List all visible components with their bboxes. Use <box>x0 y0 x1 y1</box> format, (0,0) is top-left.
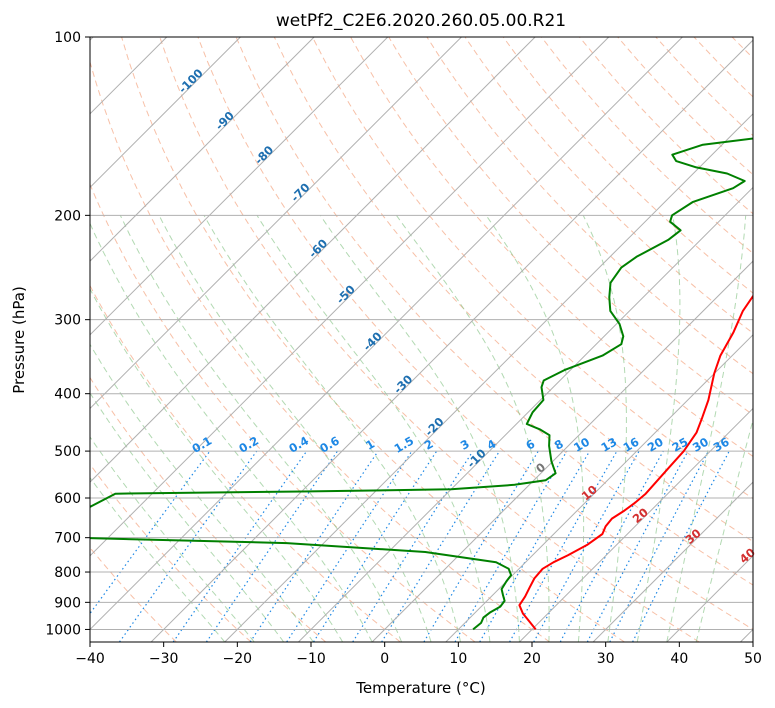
x-tick-label: 20 <box>523 651 541 667</box>
moist-adiabat <box>90 287 344 642</box>
x-tick-label: 30 <box>597 651 615 667</box>
moist-adiabat <box>582 215 627 642</box>
y-tick-label: 700 <box>54 531 81 547</box>
dry-adiabat <box>502 37 753 294</box>
temperature-profile-line <box>518 294 753 631</box>
moist-adiabat <box>203 215 461 642</box>
isotherm <box>90 37 241 189</box>
dry-adiabat <box>273 37 753 543</box>
mixing-ratio-line <box>352 450 474 642</box>
mixing-ratio-label: 36 <box>711 435 732 455</box>
isotherm <box>90 37 315 262</box>
mixing-ratio-line <box>119 450 258 642</box>
chart-title: wetPf2_C2E6.2020.260.05.00.R21 <box>276 11 566 31</box>
y-tick-label: 200 <box>54 208 81 224</box>
mixing-ratio-label: 10 <box>571 435 592 455</box>
isotherm <box>90 37 610 557</box>
dry-adiabat <box>90 463 252 642</box>
isotherm <box>90 37 536 483</box>
mixing-ratio-label: 25 <box>670 435 691 455</box>
moist-adiabat <box>90 436 255 642</box>
y-axis-label: Pressure (hPa) <box>10 286 28 394</box>
x-tick-label: −10 <box>296 651 326 667</box>
x-tick-label: −30 <box>149 651 179 667</box>
isotherm <box>445 334 753 642</box>
moist-adiabat <box>90 343 314 642</box>
moist-adiabat <box>395 215 550 642</box>
x-axis-ticks: −40 −30 −20 −10 0 10 20 30 40 50 <box>75 642 762 667</box>
x-axis-label: Temperature (°C) <box>355 679 485 697</box>
plot-frame <box>89 36 754 643</box>
x-tick-label: 0 <box>380 651 389 667</box>
moist-adiabat <box>90 476 226 642</box>
dry-adiabat <box>235 37 753 586</box>
y-tick-label: 500 <box>54 444 81 460</box>
dry-adiabat <box>121 37 625 642</box>
mixing-ratio-line <box>312 450 438 642</box>
moist-adiabat <box>319 215 520 642</box>
isotherm <box>90 37 389 336</box>
mixing-ratio-line <box>559 450 664 642</box>
isotherm <box>224 113 753 642</box>
dewpoint-profile-line <box>90 137 753 631</box>
x-tick-label: 50 <box>744 651 762 667</box>
isotherm <box>90 37 462 410</box>
y-tick-label: 100 <box>54 30 81 46</box>
mixing-ratio-line <box>286 450 413 642</box>
moist-adiabat <box>485 215 585 642</box>
dry-adiabat <box>197 37 753 630</box>
mixing-ratio-label: 20 <box>645 435 666 455</box>
isotherm <box>150 39 753 642</box>
dry-adiabat <box>90 60 551 642</box>
mixing-ratio-line <box>249 450 379 642</box>
y-tick-label: 600 <box>54 491 81 507</box>
sounding-series <box>90 137 753 631</box>
y-tick-label: 300 <box>54 313 81 329</box>
y-tick-label: 900 <box>54 595 81 611</box>
moist-adiabat <box>119 215 403 642</box>
mixing-ratio-label: 30 <box>690 435 711 455</box>
moist-adiabat <box>90 222 373 642</box>
moist-adiabat <box>158 215 432 642</box>
mixing-ratio-line <box>423 450 539 642</box>
mixing-ratio-label: 16 <box>621 435 642 455</box>
isotherm <box>519 407 753 642</box>
x-tick-label: −40 <box>75 651 105 667</box>
dry-adiabat <box>311 37 753 500</box>
y-tick-label: 400 <box>54 387 81 403</box>
mixing-ratio-label: 13 <box>598 435 619 455</box>
mixing-ratio-line <box>205 450 338 642</box>
moist-adiabat <box>636 215 681 642</box>
moist-adiabat <box>256 215 491 642</box>
isotherm <box>298 186 753 642</box>
moist-adiabat <box>90 392 285 642</box>
mixing-ratio-line <box>172 450 308 642</box>
x-tick-label: −20 <box>223 651 253 667</box>
mixing-ratio-line <box>586 450 689 642</box>
y-tick-label: 1000 <box>45 622 81 638</box>
y-tick-label: 800 <box>54 565 81 581</box>
isotherm <box>592 481 753 642</box>
background-reference-lines <box>90 37 753 642</box>
gridlines <box>90 37 753 642</box>
isotherm <box>371 260 753 642</box>
x-tick-label: 40 <box>670 651 688 667</box>
moist-adiabat <box>666 215 747 642</box>
x-tick-label: 10 <box>449 651 467 667</box>
y-axis-ticks: 100 200 300 400 500 600 700 800 900 1000 <box>45 30 90 638</box>
